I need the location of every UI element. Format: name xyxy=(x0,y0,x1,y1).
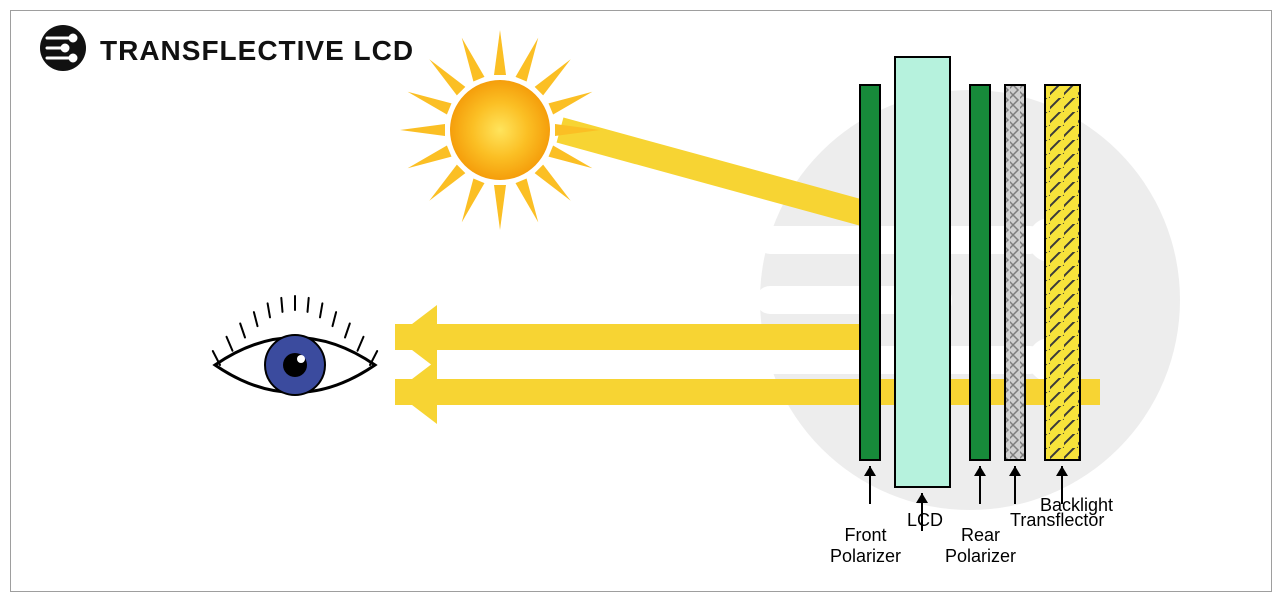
layer-backlight xyxy=(1045,85,1080,460)
label-lcd: LCD xyxy=(907,510,943,531)
label-rear_polarizer: Rear Polarizer xyxy=(945,525,1016,567)
sun-icon xyxy=(400,30,600,230)
label-front_polarizer: Front Polarizer xyxy=(830,525,901,567)
eye-icon xyxy=(213,296,377,395)
label-backlight: Backlight xyxy=(1040,495,1113,516)
layer-front_polarizer xyxy=(860,85,880,460)
layer-lcd xyxy=(895,57,950,487)
layer-rear_polarizer xyxy=(970,85,990,460)
layer-transflector xyxy=(1005,85,1025,460)
